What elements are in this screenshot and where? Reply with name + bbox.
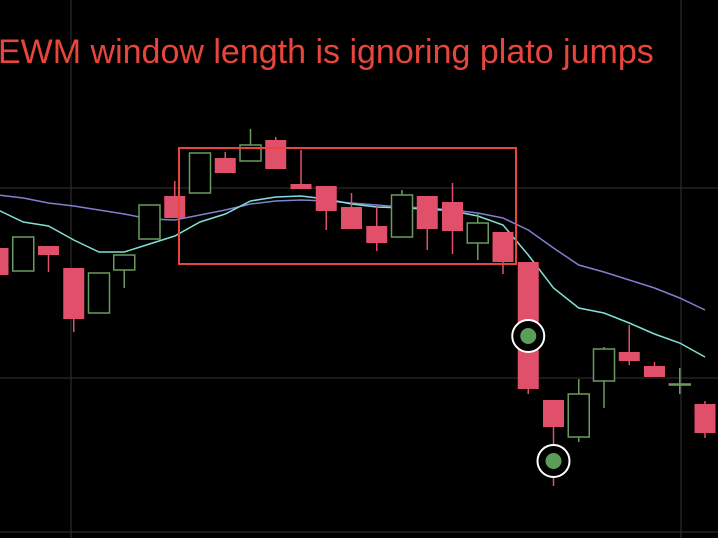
- candle-body: [38, 246, 59, 255]
- candle-body: [618, 352, 640, 361]
- candle-body: [113, 254, 136, 271]
- candle-body: [164, 196, 186, 218]
- candle-body: [366, 226, 388, 243]
- candle-body: [492, 232, 514, 262]
- candle-body: [138, 204, 161, 240]
- candle-body: [265, 140, 287, 169]
- signal-dot: [520, 328, 537, 344]
- candle-body: [466, 222, 489, 244]
- candle-body: [188, 152, 212, 194]
- candle-body: [87, 272, 111, 314]
- signal-dot: [545, 453, 562, 469]
- candle-body: [214, 158, 236, 173]
- candle-body: [543, 400, 564, 427]
- candle-body: [315, 186, 337, 211]
- candle-body: [592, 348, 616, 382]
- candle-body: [567, 393, 590, 438]
- candle-body: [290, 184, 312, 189]
- candle-body: [694, 404, 716, 433]
- candle-body: [668, 383, 691, 386]
- candle-body: [12, 236, 35, 272]
- candle-body: [63, 268, 85, 319]
- candle-body: [442, 202, 463, 231]
- candle-body: [416, 196, 438, 229]
- candle-body: [0, 248, 9, 275]
- candle-body: [390, 194, 414, 238]
- plot: [0, 129, 716, 486]
- highlight-box: [178, 147, 517, 265]
- candle-body: [644, 366, 665, 377]
- candle-body: [341, 207, 362, 229]
- chart-title: EWM window length is ignoring plato jump…: [0, 33, 654, 71]
